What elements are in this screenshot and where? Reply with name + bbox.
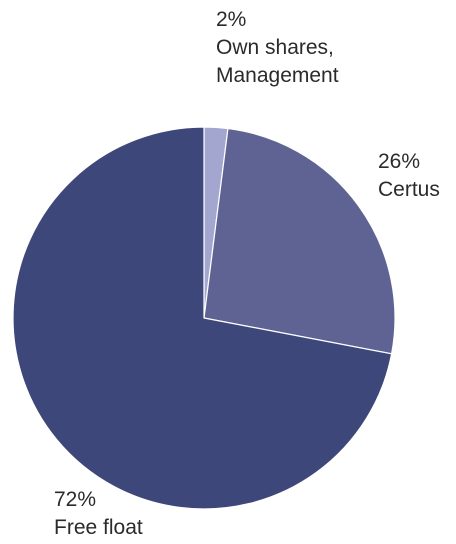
slice-value-certus: 26% (378, 150, 421, 173)
slice-label-own-shares: 2% Own shares, Management (216, 6, 339, 90)
slice-name-certus: Certus (378, 178, 440, 201)
slice-value-own-shares: 2% (216, 8, 247, 31)
slice-certus (203, 127, 396, 355)
pie-slices (12, 126, 396, 510)
slice-value-free-float: 72% (54, 488, 97, 511)
slice-name-free-float: Free float (54, 516, 143, 539)
slice-free-float (12, 126, 393, 510)
slice-label-certus: 26% Certus (378, 148, 440, 204)
slice-label-free-float: 72% Free float (54, 486, 143, 542)
slice-name-own-shares-line2: Management (216, 64, 339, 87)
slice-name-own-shares-line1: Own shares, (216, 36, 334, 59)
